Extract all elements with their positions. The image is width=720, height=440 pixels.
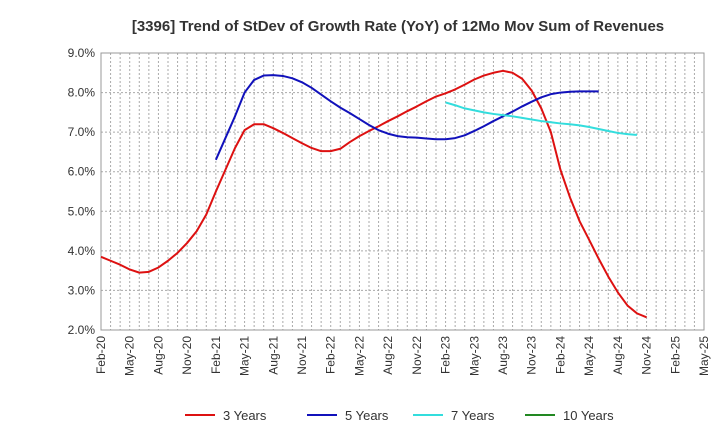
x-tick-label: May-23 — [467, 336, 481, 376]
x-tick-label: Feb-24 — [553, 336, 567, 374]
x-tick-label: Aug-23 — [496, 336, 510, 375]
x-tick-label: Aug-22 — [381, 336, 395, 375]
x-tick-label: Feb-25 — [668, 336, 682, 374]
legend-label: 7 Years — [451, 408, 495, 423]
grid — [100, 52, 705, 331]
legend-label: 3 Years — [223, 408, 267, 423]
plot-area — [100, 52, 705, 331]
x-tick-label: Feb-20 — [94, 336, 108, 374]
x-tick-label: Aug-24 — [611, 336, 625, 375]
x-tick-label: Aug-20 — [151, 336, 165, 375]
x-tick-label: Nov-23 — [525, 336, 539, 375]
x-tick-label: May-25 — [697, 336, 711, 376]
x-tick-label: Nov-20 — [180, 336, 194, 375]
series-line-5-years — [214, 74, 599, 161]
legend: 3 Years 5 Years 7 Years 10 Years — [185, 408, 614, 423]
x-tick-label: May-22 — [352, 336, 366, 376]
x-tick-label: Nov-24 — [640, 336, 654, 375]
y-axis: 2.0% 3.0% 4.0% 5.0% 6.0% 7.0% 8.0% 9.0% — [68, 46, 96, 337]
x-tick-label: Feb-21 — [209, 336, 223, 374]
y-tick-label: 6.0% — [68, 165, 96, 179]
x-tick-label: May-21 — [238, 336, 252, 376]
y-tick-label: 9.0% — [68, 46, 96, 60]
x-tick-label: Feb-23 — [439, 336, 453, 374]
y-tick-label: 5.0% — [68, 204, 96, 218]
legend-label: 5 Years — [345, 408, 389, 423]
x-tick-label: Nov-22 — [410, 336, 424, 375]
x-tick-label: Aug-21 — [266, 336, 280, 375]
y-tick-label: 8.0% — [68, 86, 96, 100]
y-tick-label: 3.0% — [68, 283, 96, 297]
chart-title: [3396] Trend of StDev of Growth Rate (Yo… — [132, 18, 664, 35]
x-tick-label: Feb-22 — [324, 336, 338, 374]
y-tick-label: 2.0% — [68, 323, 96, 337]
x-axis: Feb-20 May-20 Aug-20 Nov-20 Feb-21 May-21 Aug-… — [94, 336, 711, 376]
x-tick-label: May-20 — [123, 336, 137, 376]
series-line-3-years — [100, 69, 647, 319]
legend-label: 10 Years — [563, 408, 614, 423]
series-line-7-years — [445, 101, 638, 136]
y-tick-label: 4.0% — [68, 244, 96, 258]
series-lines — [100, 69, 647, 319]
x-tick-label: Nov-21 — [295, 336, 309, 375]
y-tick-label: 7.0% — [68, 125, 96, 139]
x-tick-label: May-24 — [582, 336, 596, 376]
